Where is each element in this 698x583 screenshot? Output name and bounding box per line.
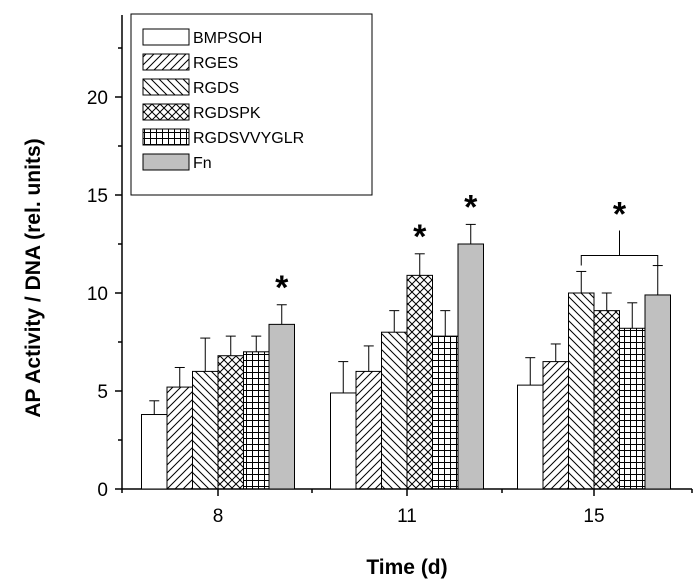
legend-label-rgdsvvyglr: RGDSVVYGLR	[193, 130, 304, 147]
x-tick-label: 8	[213, 506, 224, 527]
y-axis-title: AP Activity / DNA (rel. units)	[22, 138, 45, 417]
y-tick-label: 10	[87, 284, 108, 305]
x-tick-label: 15	[583, 506, 604, 527]
x-ticks: 8 11 15	[121, 489, 693, 527]
legend-swatch-rgdspk	[142, 103, 190, 121]
y-ticks: 0 5 10 15 20	[87, 47, 122, 501]
bar-rges	[542, 361, 569, 490]
legend-swatch-fn	[142, 153, 190, 171]
bar-rgdspk	[406, 274, 433, 490]
bar-bmpsoh	[330, 392, 357, 490]
bar-rgds	[568, 292, 595, 490]
legend-swatch-rgds	[142, 78, 190, 96]
bar-fn	[268, 323, 295, 490]
y-tick-label: 0	[97, 480, 108, 501]
y-tick-label: 15	[87, 186, 108, 207]
bar-rges	[355, 370, 382, 490]
legend-label-fn: Fn	[193, 155, 212, 172]
bar-rgdspk	[217, 355, 244, 490]
legend-swatch-bmpsoh	[142, 28, 190, 46]
y-tick-label: 5	[97, 382, 108, 403]
bar-bmpsoh	[141, 414, 168, 490]
bars	[141, 223, 671, 490]
legend-label-rgds: RGDS	[193, 80, 239, 97]
legend-swatch-rgdsvvyglr	[142, 128, 190, 146]
bar-fn	[644, 294, 671, 490]
bar-rges	[166, 386, 193, 490]
significance-star: *	[275, 269, 289, 307]
bar-rgdsvvyglr	[432, 335, 459, 490]
legend: BMPSOH RGES RGDS RGDSPK RGDSVVYGLR Fn	[130, 13, 373, 196]
bar-rgds	[192, 370, 219, 490]
legend-label-rges: RGES	[193, 55, 238, 72]
significance-star: *	[413, 218, 427, 256]
bar-bmpsoh	[517, 384, 544, 490]
significance-bracket	[580, 255, 659, 266]
significance-annotations: * * * *	[275, 188, 659, 307]
bar-rgdsvvyglr	[619, 327, 646, 490]
bar-rgdsvvyglr	[243, 351, 270, 490]
x-tick-label: 11	[397, 506, 417, 527]
bar-rgdspk	[593, 310, 620, 490]
significance-star: *	[464, 188, 478, 226]
bar-rgds	[381, 331, 408, 490]
bar-fn	[457, 243, 484, 490]
x-axis-title: Time (d)	[366, 556, 447, 579]
significance-star: *	[613, 196, 627, 234]
legend-label-bmpsoh: BMPSOH	[193, 30, 262, 47]
legend-swatch-rges	[142, 53, 190, 71]
y-tick-label: 20	[87, 88, 108, 109]
legend-label-rgdspk: RGDSPK	[193, 105, 261, 122]
